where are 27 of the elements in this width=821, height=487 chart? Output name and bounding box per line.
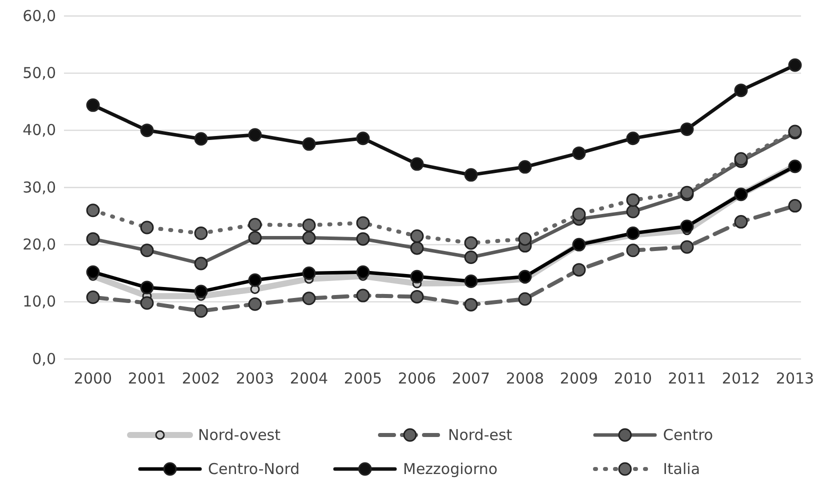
x-tick-label: 2000 xyxy=(74,370,112,388)
x-tick-label: 2001 xyxy=(128,370,166,388)
x-tick-label: 2007 xyxy=(452,370,490,388)
y-tick-label: 40,0 xyxy=(22,121,56,140)
x-tick-label: 2006 xyxy=(398,370,436,388)
y-tick-label: 60,0 xyxy=(22,6,56,25)
x-tick-label: 2012 xyxy=(722,370,760,388)
y-tick-label: 20,0 xyxy=(22,235,56,254)
x-tick-label: 2010 xyxy=(614,370,652,388)
x-tick-label: 2009 xyxy=(560,370,598,388)
legend-label: Centro-Nord xyxy=(208,460,300,478)
legend-label: Italia xyxy=(663,460,700,478)
legend-label: Centro xyxy=(663,426,714,444)
x-tick-label: 2002 xyxy=(182,370,220,388)
legend-label: Nord-ovest xyxy=(198,426,281,444)
legend-label: Nord-est xyxy=(448,426,512,444)
x-tick-label: 2004 xyxy=(290,370,328,388)
x-tick-label: 2011 xyxy=(668,370,706,388)
x-tick-label: 2003 xyxy=(236,370,274,388)
x-tick-label: 2005 xyxy=(344,370,382,388)
y-tick-label: 30,0 xyxy=(22,178,56,196)
y-tick-label: 0,0 xyxy=(32,350,56,368)
x-tick-label: 2013 xyxy=(776,370,814,388)
legend-label: Mezzogiorno xyxy=(403,460,498,478)
x-tick-label: 2008 xyxy=(506,370,544,388)
y-tick-label: 50,0 xyxy=(22,64,56,82)
y-tick-label: 10,0 xyxy=(22,292,56,311)
